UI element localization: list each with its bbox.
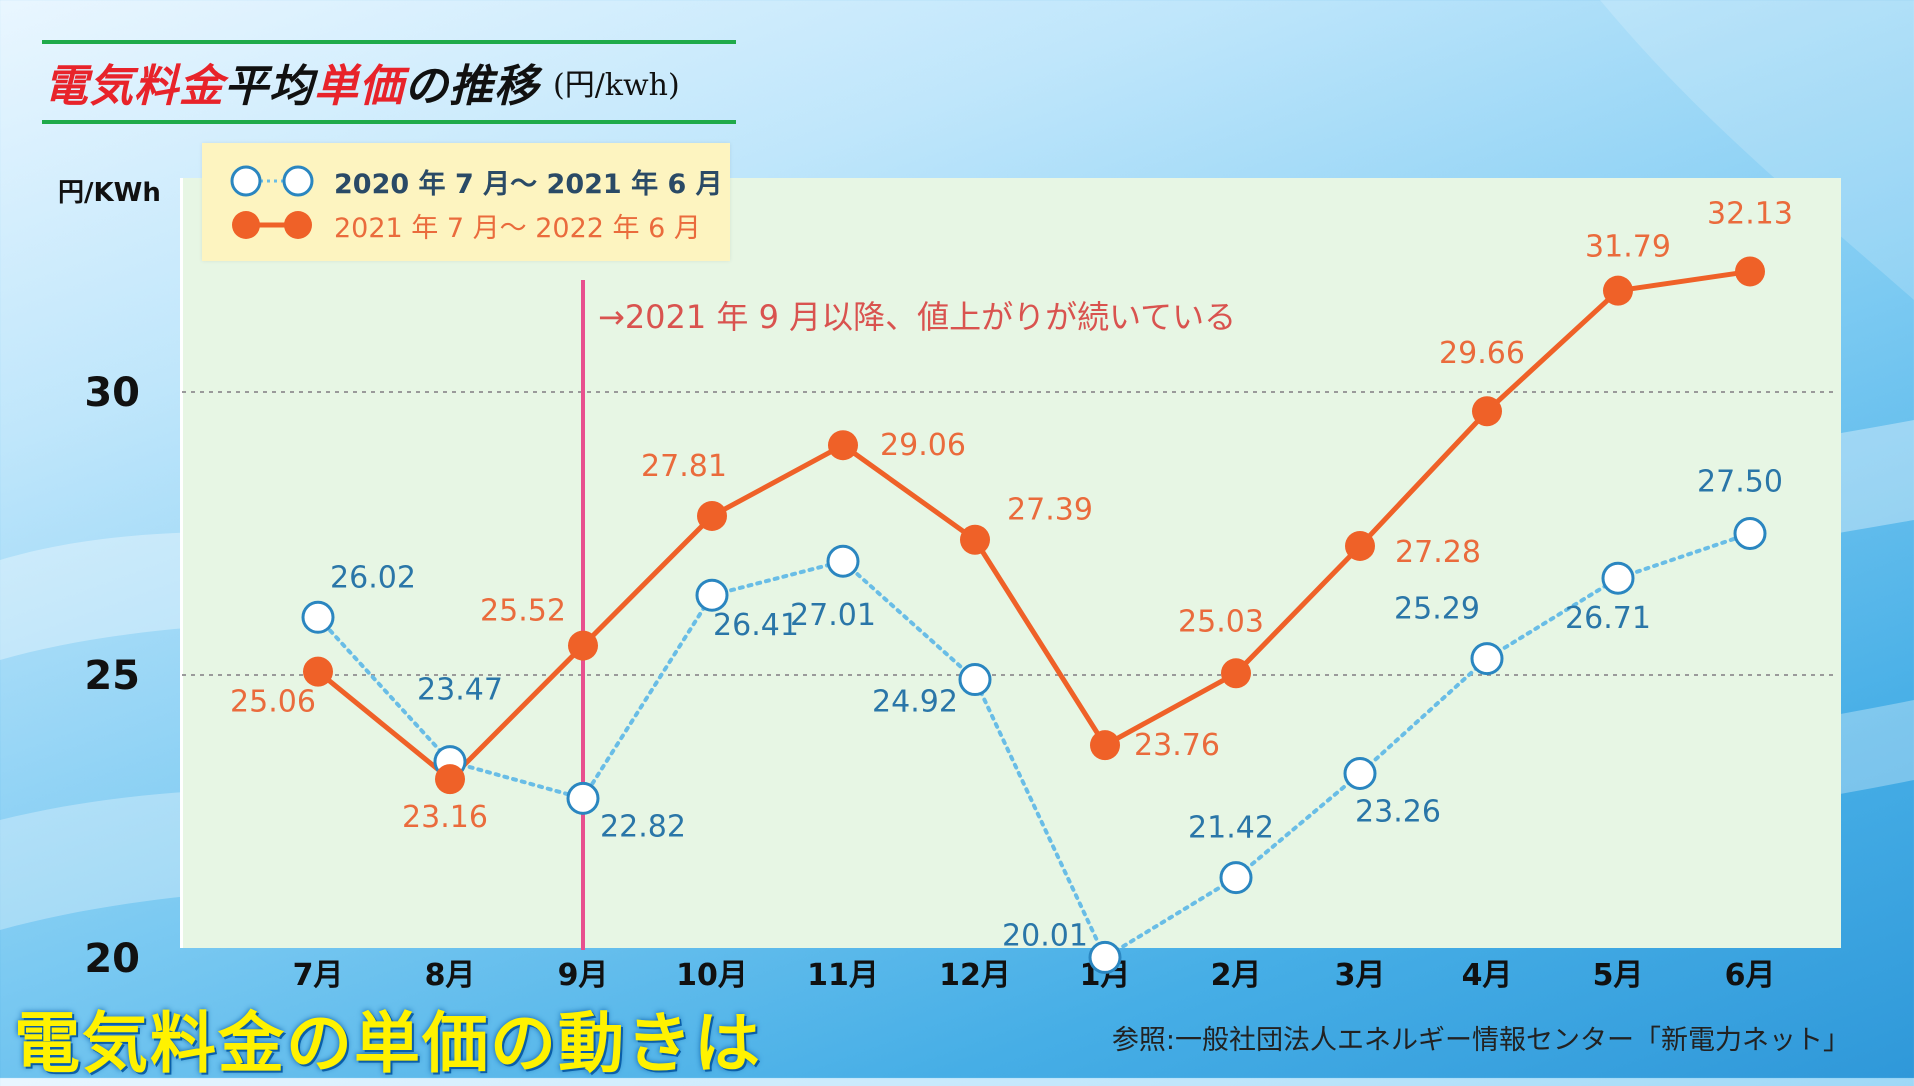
series-2020-point [958, 663, 992, 697]
series-2020-data-label: 24.92 [872, 685, 958, 720]
series-2020-point [1470, 642, 1504, 676]
series-2021-data-label: 25.06 [230, 685, 316, 720]
series-2021-point [697, 500, 727, 531]
series-2020-point [1601, 561, 1635, 595]
series-2021-data-label: 27.39 [1007, 493, 1093, 528]
x-tick-label: 5月 [1593, 958, 1644, 993]
series-2021-point [1603, 275, 1633, 306]
series-2021-data-label: 25.03 [1178, 604, 1264, 639]
legend-filled-marker-icon [232, 211, 312, 239]
x-tick-label: 2月 [1211, 958, 1262, 993]
series-2020-line [316, 531, 1752, 961]
series-2020-point [826, 544, 860, 578]
series-2021-point [303, 656, 333, 687]
series-2020-point [566, 781, 600, 815]
series-2021-point [1221, 658, 1251, 689]
series-2020-data-label: 25.29 [1394, 592, 1480, 627]
legend-item-2020: 2020 年 7 月～ 2021 年 6 月 [222, 161, 723, 201]
y-tick-label: 25 [84, 653, 140, 699]
series-2021-data-label: 23.76 [1134, 728, 1220, 763]
x-tick-label: 11月 [807, 958, 879, 993]
legend: 2020 年 7 月～ 2021 年 6 月 2021 年 7 月～ 2022 … [202, 143, 730, 261]
x-tick-label: 9月 [558, 958, 609, 993]
series-2021-point [828, 430, 858, 461]
series-2020-data-label: 26.71 [1565, 601, 1651, 636]
series-2021-data-label: 27.81 [641, 449, 727, 484]
series-2020-point [1343, 756, 1377, 790]
chart-title-banner: 電気料金平均単価の推移 (円/kwh) [42, 40, 736, 124]
series-2021-data-label: 25.52 [480, 594, 566, 629]
chart-title-unit: (円/kwh) [553, 68, 680, 103]
x-tick-label: 7月 [293, 958, 344, 993]
series-2021-point [960, 524, 990, 555]
bottom-caption: 電気料金の単価の動きは [14, 1005, 762, 1082]
x-tick-label: 10月 [676, 958, 748, 993]
y-tick-label: 20 [84, 936, 140, 982]
series-2020-data-label: 20.01 [1002, 918, 1088, 953]
series-2020-data-label: 26.41 [713, 608, 799, 643]
series-2021-data-label: 23.16 [402, 800, 488, 835]
legend-label-2020: 2020 年 7 月～ 2021 年 6 月 [334, 168, 723, 200]
y-axis-unit: 円/KWh [58, 178, 161, 208]
series-2020-data-label: 23.26 [1355, 794, 1441, 829]
x-tick-label: 4月 [1462, 958, 1513, 993]
series-2020-data-label: 27.50 [1697, 465, 1783, 500]
source-credit: 参照:一般社団法人エネルギー情報センター「新電力ネット」 [1111, 1025, 1850, 1056]
x-tick-label: 3月 [1335, 958, 1386, 993]
series-2020-point [1088, 940, 1122, 974]
series-2020-data-label: 22.82 [600, 809, 686, 844]
series-2021-point [1735, 256, 1765, 287]
series-2021-point [1472, 396, 1502, 427]
series-2021-point [1090, 730, 1120, 761]
series-2020-data-label: 21.42 [1188, 811, 1274, 846]
series-2021-point [435, 764, 465, 795]
trend-annotation: →2021 年 9 月以降、値上がりが続いている [598, 298, 1237, 336]
series-2021-data-label: 32.13 [1707, 196, 1793, 231]
series-2021-data-label: 27.28 [1395, 535, 1481, 570]
legend-hollow-marker-icon [230, 165, 314, 197]
series-2021-data-label: 31.79 [1585, 230, 1671, 265]
series-2020-data-label: 23.47 [417, 673, 503, 708]
series-2021-data-label: 29.66 [1439, 336, 1525, 371]
x-tick-label: 8月 [425, 958, 476, 993]
y-tick-label: 30 [84, 370, 140, 416]
chart-title: 電気料金平均単価の推移 [44, 61, 539, 112]
x-tick-label: 12月 [939, 958, 1011, 993]
series-2021-data-label: 29.06 [880, 428, 966, 463]
series-2020-point [301, 600, 335, 634]
series-2020-data-label: 27.01 [790, 598, 876, 633]
series-2021-line [316, 268, 1751, 782]
series-2020-point [1733, 517, 1767, 550]
plot-area [180, 178, 1841, 948]
legend-item-2021: 2021 年 7 月～ 2022 年 6 月 [222, 205, 701, 245]
legend-label-2021: 2021 年 7 月～ 2022 年 6 月 [334, 212, 701, 244]
series-2021-point [1345, 530, 1375, 561]
x-tick-label: 6月 [1725, 958, 1776, 993]
series-2020-point [1219, 861, 1253, 895]
series-2020-point [695, 578, 729, 612]
series-2021-point [568, 630, 598, 661]
series-2020-data-label: 26.02 [330, 560, 416, 595]
